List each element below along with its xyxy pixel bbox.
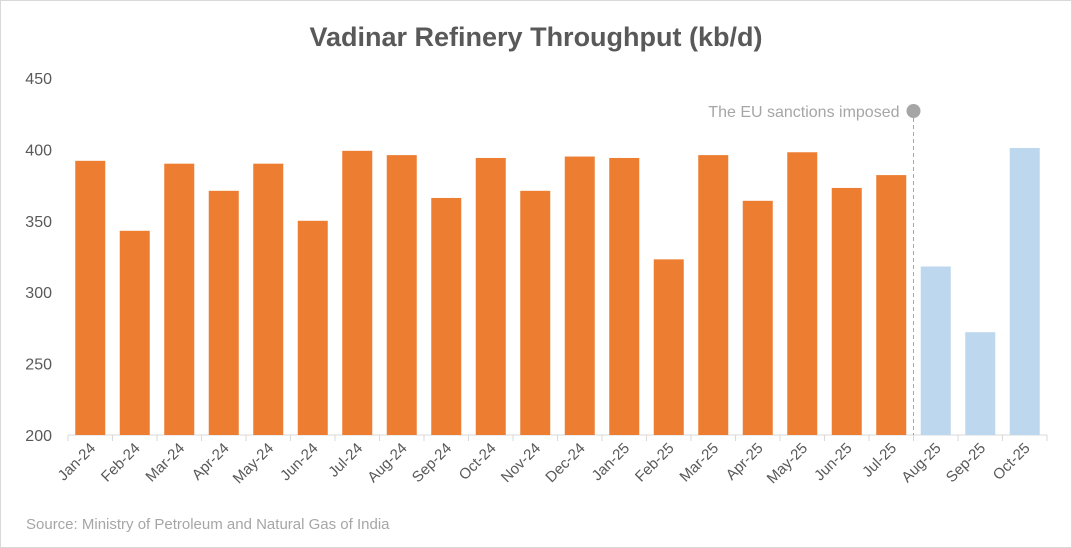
source-note: Source: Ministry of Petroleum and Natura…	[26, 516, 390, 533]
bar-Apr-24	[208, 190, 239, 435]
bar-Jul-24	[342, 150, 373, 435]
x-tick-label: Sep-24	[409, 440, 455, 486]
bar-May-24	[253, 163, 284, 435]
bar-Oct-24	[475, 157, 506, 435]
bar-Aug-25	[920, 266, 951, 435]
x-tick-label: May-24	[230, 440, 277, 487]
bar-Apr-25	[742, 200, 773, 435]
x-tick-label: Jun-25	[811, 440, 855, 484]
bar-Mar-24	[164, 163, 195, 435]
bar-Jun-25	[831, 187, 862, 435]
bar-Oct-25	[1009, 147, 1040, 436]
bar-Jul-25	[876, 175, 907, 435]
x-tick-label: Jul-25	[859, 440, 900, 481]
x-tick-label: Feb-24	[98, 440, 144, 486]
y-tick-label: 400	[25, 142, 52, 159]
bar-Feb-24	[119, 230, 150, 435]
x-tick-label: Nov-24	[498, 440, 544, 486]
x-tick-label: Sep-25	[943, 440, 989, 486]
x-tick-label: Oct-24	[456, 440, 500, 484]
x-tick-label: Aug-25	[898, 440, 944, 486]
annotation-label: The EU sanctions imposed	[708, 104, 899, 121]
y-tick-label: 250	[25, 357, 52, 374]
x-tick-label: Apr-24	[189, 440, 233, 484]
bar-Jun-24	[297, 220, 328, 435]
annotation-marker	[906, 104, 921, 118]
bar-Jan-25	[609, 157, 640, 435]
bar-Sep-24	[431, 197, 462, 435]
bar-May-25	[787, 152, 818, 436]
x-tick-label: May-25	[764, 440, 811, 487]
x-tick-label: Jun-24	[277, 440, 321, 484]
x-tick-label: Mar-24	[142, 440, 188, 486]
x-tick-label: Jan-25	[589, 440, 633, 484]
chart-title: Vadinar Refinery Throughput (kb/d)	[309, 22, 763, 52]
y-tick-label: 350	[25, 214, 52, 231]
y-tick-label: 300	[25, 285, 52, 302]
x-tick-label: Apr-25	[723, 440, 767, 484]
x-tick-label: Dec-24	[542, 440, 588, 486]
bar-Mar-25	[698, 155, 729, 435]
x-tick-label: Jan-24	[55, 440, 99, 484]
bar-Dec-24	[564, 156, 595, 436]
x-tick-label: Feb-25	[632, 440, 678, 486]
bar-Nov-24	[520, 190, 551, 435]
x-tick-label: Jul-24	[325, 440, 366, 481]
bar-Sep-25	[965, 332, 996, 435]
y-tick-label: 200	[25, 428, 52, 445]
bar-Jan-24	[75, 160, 106, 435]
bar-Feb-25	[653, 259, 684, 435]
x-tick-label: Oct-25	[990, 440, 1034, 484]
x-tick-label: Aug-24	[364, 440, 410, 486]
x-tick-label: Mar-25	[676, 440, 722, 486]
y-tick-label: 450	[25, 71, 52, 88]
bar-Aug-24	[386, 155, 417, 435]
